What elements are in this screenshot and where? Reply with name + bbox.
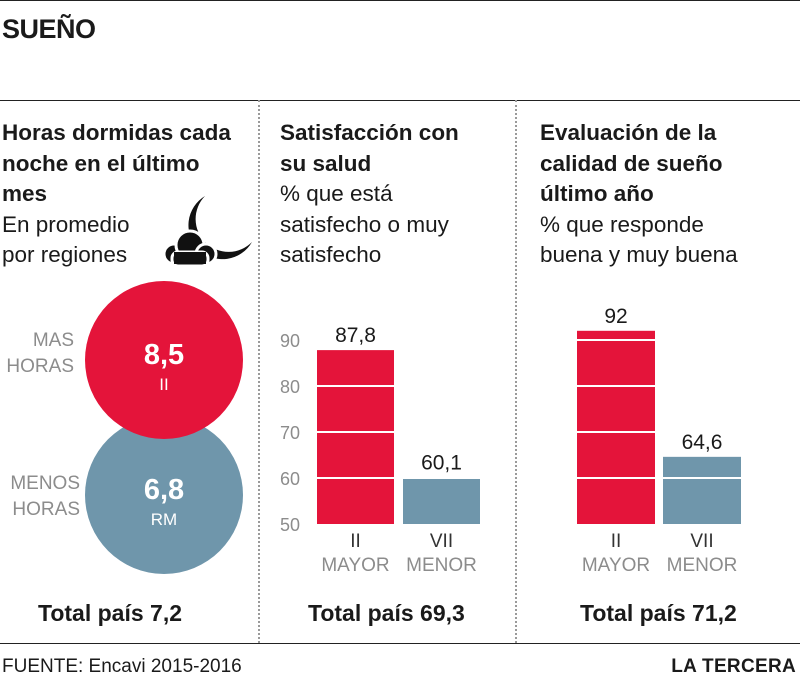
category-label: VII bbox=[690, 531, 713, 552]
column-divider bbox=[515, 100, 517, 643]
panel1-subtitle-line: En promedio bbox=[2, 211, 130, 237]
less-hours-region: RM bbox=[150, 510, 178, 529]
panel3-subtitle-line: buena y muy buena bbox=[540, 242, 738, 267]
more-hours-label: MAS HORAS bbox=[0, 328, 74, 380]
panel2-subtitle-line: % que está bbox=[280, 181, 393, 206]
panel1-title-line: Horas dormidas cada bbox=[2, 120, 231, 145]
sleep-quality-chart: 92 II MAYOR 64,6 VII MENOR bbox=[577, 305, 741, 576]
y-tick-label: 50 bbox=[280, 515, 300, 535]
y-tick-label: 90 bbox=[280, 331, 300, 351]
less-hours-label-line: MENOS bbox=[10, 473, 80, 494]
panel2-title-line: Satisfacción con bbox=[280, 120, 459, 145]
bar-value-label: 92 bbox=[604, 305, 627, 328]
less-hours-value: 6,8 bbox=[143, 474, 185, 506]
panel3-title-line: último año bbox=[540, 181, 654, 206]
bar bbox=[577, 330, 655, 524]
bar bbox=[403, 477, 480, 524]
panel3-total: Total país 71,2 bbox=[580, 600, 737, 626]
y-tick-label: 70 bbox=[280, 423, 300, 443]
panel1-subtitle-line: por regiones bbox=[2, 242, 128, 267]
panel1-title-line: mes bbox=[2, 181, 48, 206]
category-sublabel: MAYOR bbox=[321, 555, 389, 576]
footer-rule bbox=[0, 643, 800, 644]
panel2-title-line: su salud bbox=[280, 150, 372, 176]
more-hours-value: 8,5 bbox=[143, 339, 185, 371]
category-sublabel: MAYOR bbox=[582, 555, 650, 576]
y-tick-label: 80 bbox=[280, 377, 300, 397]
category-label: II bbox=[611, 531, 622, 552]
moon-and-cloud-icon bbox=[162, 196, 252, 268]
more-hours-region: II bbox=[159, 375, 169, 394]
header-rule bbox=[0, 100, 800, 101]
category-sublabel: MENOR bbox=[667, 555, 738, 576]
panel2-subtitle-line: satisfecho bbox=[280, 242, 382, 267]
bar-value-label: 87,8 bbox=[335, 324, 376, 347]
less-hours-label-line: HORAS bbox=[12, 499, 80, 520]
panel2-subtitle-line: satisfecho o muy bbox=[280, 211, 449, 237]
panel2-heading: Satisfacción con su salud % que está sat… bbox=[280, 118, 459, 271]
top-rule bbox=[0, 0, 800, 1]
panel3-title-line: calidad de sueño bbox=[540, 150, 723, 176]
panel1-heading: Horas dormidas cada noche en el último m… bbox=[2, 118, 231, 271]
panel1-total: Total país 7,2 bbox=[38, 600, 183, 626]
bar-value-label: 60,1 bbox=[421, 452, 462, 475]
panel3-heading: Evaluación de la calidad de sueño último… bbox=[540, 118, 738, 271]
panel3-subtitle-line: % que responde bbox=[540, 211, 704, 237]
bar bbox=[663, 456, 741, 524]
panel2-total: Total país 69,3 bbox=[308, 600, 465, 626]
panel3-title-line: Evaluación de la bbox=[540, 120, 717, 145]
less-hours-label: MENOS HORAS bbox=[0, 471, 80, 523]
more-hours-label-line: MAS bbox=[32, 330, 74, 351]
source-note: FUENTE: Encavi 2015-2016 bbox=[2, 656, 242, 677]
health-satisfaction-chart: 50 60 70 80 90 87,8 II MAYOR 60,1 VII MENOR bbox=[280, 324, 480, 576]
bar bbox=[317, 350, 394, 524]
category-label: VII bbox=[430, 531, 453, 552]
category-sublabel: MENOR bbox=[406, 555, 477, 576]
y-tick-label: 60 bbox=[280, 469, 300, 489]
panel1-title-line: noche en el último bbox=[2, 150, 200, 176]
less-hours-circle: 6,8 RM bbox=[85, 416, 243, 574]
brand-logo: LA TERCERA bbox=[671, 656, 796, 677]
more-hours-circle: 8,5 II bbox=[85, 281, 243, 439]
bar-value-label: 64,6 bbox=[682, 431, 723, 454]
category-label: II bbox=[350, 531, 361, 552]
column-divider bbox=[258, 100, 260, 643]
more-hours-label-line: HORAS bbox=[6, 356, 74, 377]
page-title: SUEÑO bbox=[2, 14, 96, 44]
